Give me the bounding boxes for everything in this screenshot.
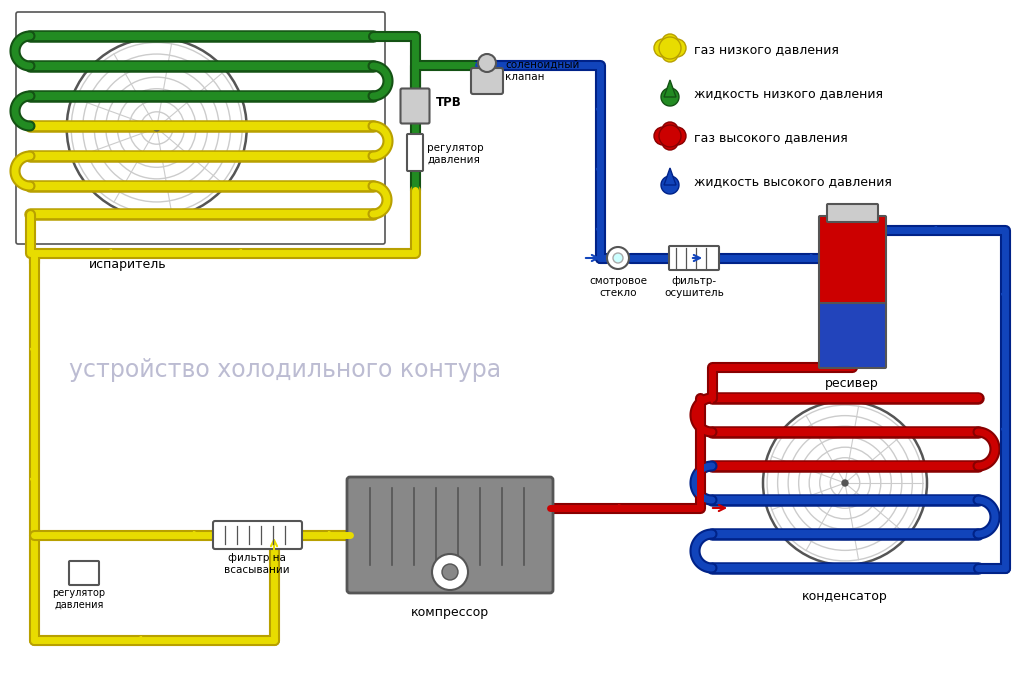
Text: испаритель: испаритель: [89, 258, 166, 271]
Text: ТРВ: ТРВ: [436, 96, 462, 108]
FancyBboxPatch shape: [471, 68, 503, 94]
Text: жидкость низкого давления: жидкость низкого давления: [694, 87, 883, 100]
Text: конденсатор: конденсатор: [802, 590, 888, 603]
Text: жидкость высокого давления: жидкость высокого давления: [694, 176, 892, 188]
Circle shape: [442, 564, 458, 580]
Text: устройство холодильного контура: устройство холодильного контура: [69, 358, 501, 382]
Circle shape: [659, 37, 681, 59]
Circle shape: [659, 125, 681, 147]
FancyBboxPatch shape: [819, 216, 886, 305]
Circle shape: [607, 247, 629, 269]
Text: компрессор: компрессор: [411, 606, 489, 619]
Circle shape: [478, 54, 496, 72]
Circle shape: [613, 253, 623, 263]
FancyBboxPatch shape: [819, 303, 886, 368]
FancyBboxPatch shape: [407, 134, 423, 171]
FancyBboxPatch shape: [69, 561, 99, 585]
FancyBboxPatch shape: [347, 477, 553, 593]
Circle shape: [654, 127, 672, 145]
Circle shape: [668, 39, 686, 57]
FancyBboxPatch shape: [16, 12, 385, 244]
Text: фильтр на
всасывании: фильтр на всасывании: [224, 553, 290, 574]
Polygon shape: [664, 168, 676, 185]
Text: ресивер: ресивер: [825, 377, 879, 390]
FancyBboxPatch shape: [669, 246, 719, 270]
Text: регулятор
давления: регулятор давления: [52, 588, 105, 610]
Circle shape: [662, 46, 678, 62]
Text: газ высокого давления: газ высокого давления: [694, 132, 848, 144]
Text: соленоидный
клапан: соленоидный клапан: [505, 60, 580, 81]
Text: регулятор
давления: регулятор давления: [427, 143, 483, 165]
Circle shape: [842, 480, 848, 486]
Text: газ низкого давления: газ низкого давления: [694, 43, 839, 56]
FancyBboxPatch shape: [213, 521, 302, 549]
Polygon shape: [664, 80, 676, 97]
Circle shape: [662, 122, 678, 138]
FancyBboxPatch shape: [400, 89, 429, 123]
Circle shape: [654, 39, 672, 57]
Polygon shape: [662, 176, 679, 194]
Circle shape: [662, 134, 678, 150]
Text: фильтр-
осушитель: фильтр- осушитель: [664, 276, 724, 298]
Circle shape: [432, 554, 468, 590]
Circle shape: [668, 127, 686, 145]
Polygon shape: [662, 88, 679, 106]
Circle shape: [154, 125, 160, 131]
Circle shape: [662, 34, 678, 50]
FancyBboxPatch shape: [827, 204, 878, 222]
Text: смотровое
стекло: смотровое стекло: [589, 276, 647, 298]
